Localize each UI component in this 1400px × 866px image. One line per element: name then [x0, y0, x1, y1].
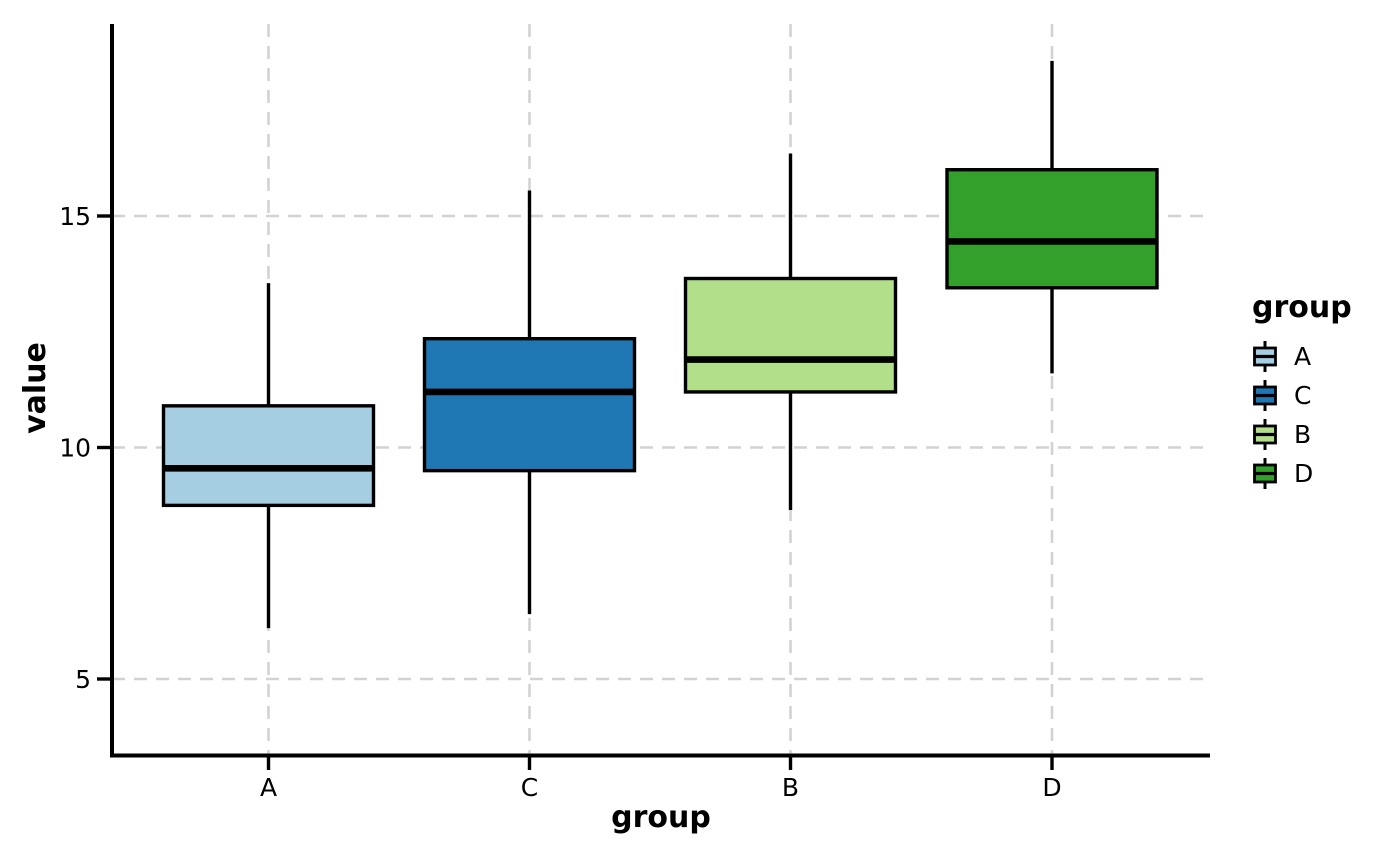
x-tick-label-B: B	[782, 773, 799, 802]
legend-entry-C: C	[1252, 376, 1352, 415]
box-D	[945, 167, 1159, 290]
boxplot-key-icon	[1253, 341, 1277, 372]
y-tick-label-10: 10	[59, 434, 91, 463]
box-C	[422, 336, 637, 473]
legend-entry-D: D	[1252, 454, 1352, 493]
box-A	[161, 404, 376, 508]
legend-entry-A: A	[1252, 337, 1352, 376]
x-tick-label-A: A	[260, 773, 277, 802]
boxplot-key-icon	[1253, 458, 1277, 489]
y-axis-title: value	[18, 342, 53, 434]
boxplot-key-icon	[1253, 380, 1277, 411]
x-tick-label-D: D	[1042, 773, 1061, 802]
legend-entry-B: B	[1252, 415, 1352, 454]
box-B	[683, 276, 898, 394]
x-axis-title: group	[611, 800, 711, 835]
legend-entry-label: B	[1294, 420, 1312, 449]
legend-entry-label: C	[1294, 381, 1312, 410]
x-tick-label-C: C	[521, 773, 538, 802]
y-tick-label-15: 15	[59, 202, 91, 231]
y-tick-label-5: 5	[75, 665, 91, 694]
legend-title: group	[1252, 290, 1352, 325]
legend-entry-label: D	[1294, 459, 1314, 488]
boxplot-key-icon	[1253, 419, 1277, 450]
legend-entry-label: A	[1294, 342, 1312, 371]
